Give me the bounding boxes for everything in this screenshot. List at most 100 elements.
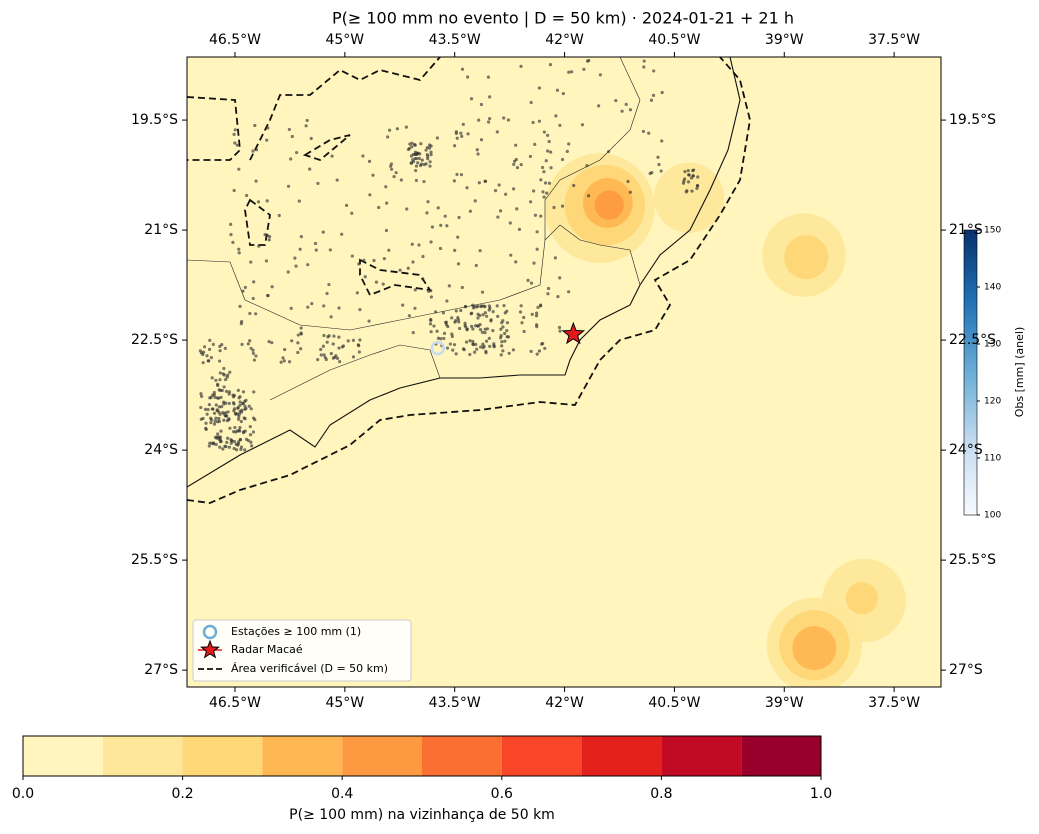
station-dot [218,349,222,353]
station-dot [208,441,212,445]
station-dot [233,425,237,430]
station-dot [244,437,249,441]
station-dot [236,405,240,410]
station-dot [387,248,391,252]
station-dot [210,407,215,411]
station-dot [537,86,541,90]
station-dot [459,308,463,313]
station-dot [504,192,508,196]
station-dot [476,152,480,156]
station-dot [214,416,218,420]
station-dot [546,292,550,296]
station-dot [432,324,436,328]
station-dot [313,241,318,246]
station-dot [522,315,526,320]
station-dot [243,285,247,290]
station-dot [503,339,507,343]
station-dot [436,206,440,210]
station-dot [536,305,540,309]
station-dot [417,156,421,161]
station-dot [386,135,390,139]
station-dot [266,293,270,298]
station-dot [224,411,228,415]
station-dot [628,190,632,194]
station-dot [695,186,699,191]
map-frame [186,56,942,688]
station-dot [459,173,464,177]
station-dot [410,145,414,149]
station-dot [519,163,523,167]
obs-colorbar-tick-label: 110 [984,454,1001,464]
station-dot [547,181,552,185]
station-dot [452,179,456,183]
station-dot [442,331,447,335]
station-highlight [430,340,446,356]
station-dot [204,421,208,425]
station-dot [532,261,536,265]
station-dot [227,418,231,422]
station-dot [218,344,222,348]
station-dot [409,161,414,165]
station-dot [419,142,423,146]
station-dot [222,385,226,389]
station-dot [217,416,221,421]
station-dot [496,215,500,219]
station-dot [411,331,415,335]
station-dot [200,394,204,398]
station-dot [586,194,591,198]
station-dot [308,167,312,171]
station-dot [501,325,505,329]
station-dot [548,63,553,67]
station-dot [425,211,429,215]
station-dot [469,312,473,316]
station-dot [325,291,329,296]
station-dot [492,342,496,346]
station-dot [522,329,526,334]
station-dot [469,324,474,328]
station-dot [264,259,269,263]
station-dot [479,138,484,142]
station-dot [420,158,424,162]
probability-area [653,162,725,233]
station-dot [252,358,257,362]
station-dot [337,306,341,310]
station-dot [204,427,208,431]
station-dot [549,166,553,170]
station-dot [413,306,417,310]
station-dot [445,346,450,350]
station-dot [488,116,492,121]
station-dot [316,181,320,186]
y-tick-label: 22.5°S [131,332,178,348]
station-dot [223,346,227,350]
station-dot [413,152,417,156]
obs-colorbar [963,229,978,516]
station-dot [243,448,247,452]
station-dot [533,213,538,217]
legend-label: Radar Macaé [231,643,303,656]
station-dot [512,187,516,191]
station-dot [450,316,454,320]
station-dot [224,389,229,393]
station-dot [554,114,558,118]
station-dot [222,418,226,422]
station-dot [241,401,245,406]
station-dot [241,390,246,394]
station-dot [251,430,256,434]
station-dot [221,372,225,376]
station-dot [214,403,218,407]
legend-marker [200,639,220,659]
station-dot [392,174,396,179]
y-tick-label: 21°S [144,222,178,238]
station-dot [199,392,203,396]
y-tick-label: 27°S [949,662,983,678]
station-dot [477,181,481,185]
station-dot [222,400,226,404]
station-dot [443,214,447,218]
legend: Estações ≥ 100 mm (1) Radar Macaé Área v… [192,619,412,682]
y-tick-label: 25.5°S [131,552,178,568]
station-dot [620,109,624,113]
station-dot [502,116,506,120]
station-dot [538,304,543,308]
y-tick-label: 19.5°S [131,112,178,128]
station-dot [556,295,560,299]
